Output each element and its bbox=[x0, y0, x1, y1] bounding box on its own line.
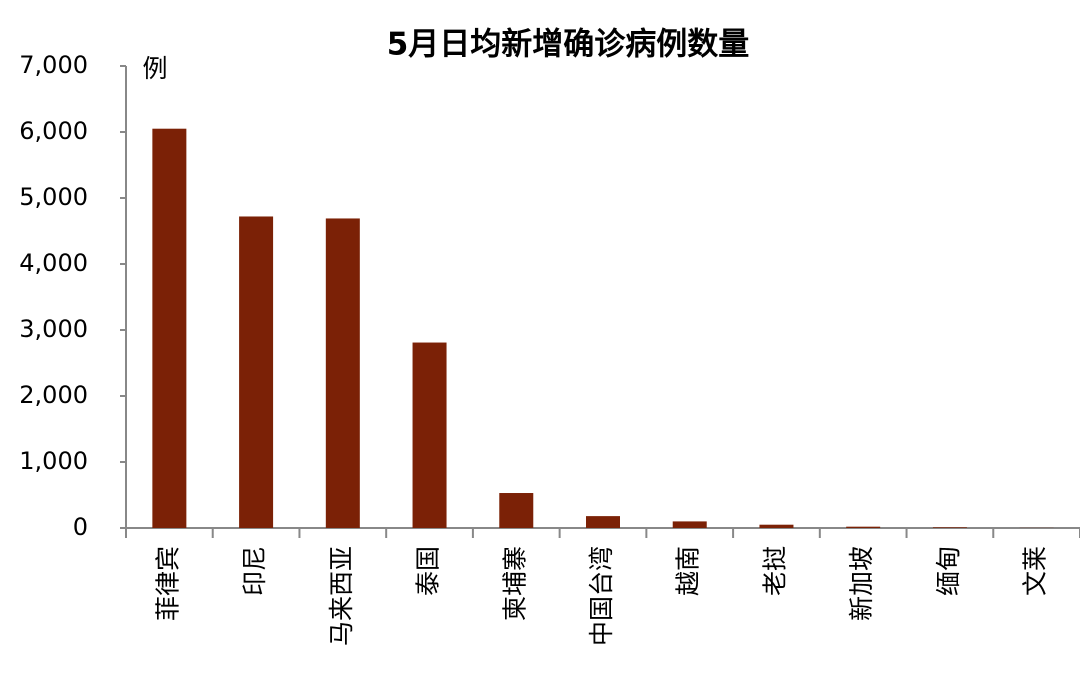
bar bbox=[846, 526, 881, 528]
x-tick-label: 菲律宾 bbox=[153, 546, 182, 621]
bar bbox=[932, 527, 967, 528]
x-tick-label: 缅甸 bbox=[934, 546, 963, 596]
y-tick-label: 2,000 bbox=[19, 381, 88, 409]
x-tick-label: 中国台湾 bbox=[587, 546, 616, 646]
bar bbox=[325, 218, 360, 528]
y-tick-label: 3,000 bbox=[19, 315, 88, 343]
chart-title: 5月日均新增确诊病例数量 bbox=[387, 27, 750, 63]
bar bbox=[759, 524, 794, 528]
y-tick-label: 7,000 bbox=[19, 51, 88, 79]
y-axis-label: 例 bbox=[142, 54, 167, 83]
bar bbox=[499, 493, 534, 528]
x-tick-label: 老挝 bbox=[760, 546, 789, 596]
y-tick-label: 6,000 bbox=[19, 117, 88, 145]
bar bbox=[412, 342, 447, 528]
bar bbox=[152, 128, 187, 528]
y-tick-label: 5,000 bbox=[19, 183, 88, 211]
x-tick-label: 越南 bbox=[674, 546, 703, 596]
x-tick-label: 马来西亚 bbox=[327, 546, 356, 646]
bar bbox=[586, 516, 620, 528]
bar bbox=[672, 521, 707, 528]
x-tick-label: 泰国 bbox=[414, 546, 443, 596]
x-tick-label: 柬埔寨 bbox=[500, 546, 529, 621]
x-tick-label: 文莱 bbox=[1021, 546, 1050, 596]
x-tick-label: 新加坡 bbox=[847, 546, 876, 621]
bar bbox=[239, 216, 274, 529]
y-tick-label: 0 bbox=[73, 513, 88, 541]
x-tick-label: 印尼 bbox=[240, 546, 269, 596]
y-tick-label: 1,000 bbox=[19, 447, 88, 475]
y-tick-label: 4,000 bbox=[19, 249, 88, 277]
